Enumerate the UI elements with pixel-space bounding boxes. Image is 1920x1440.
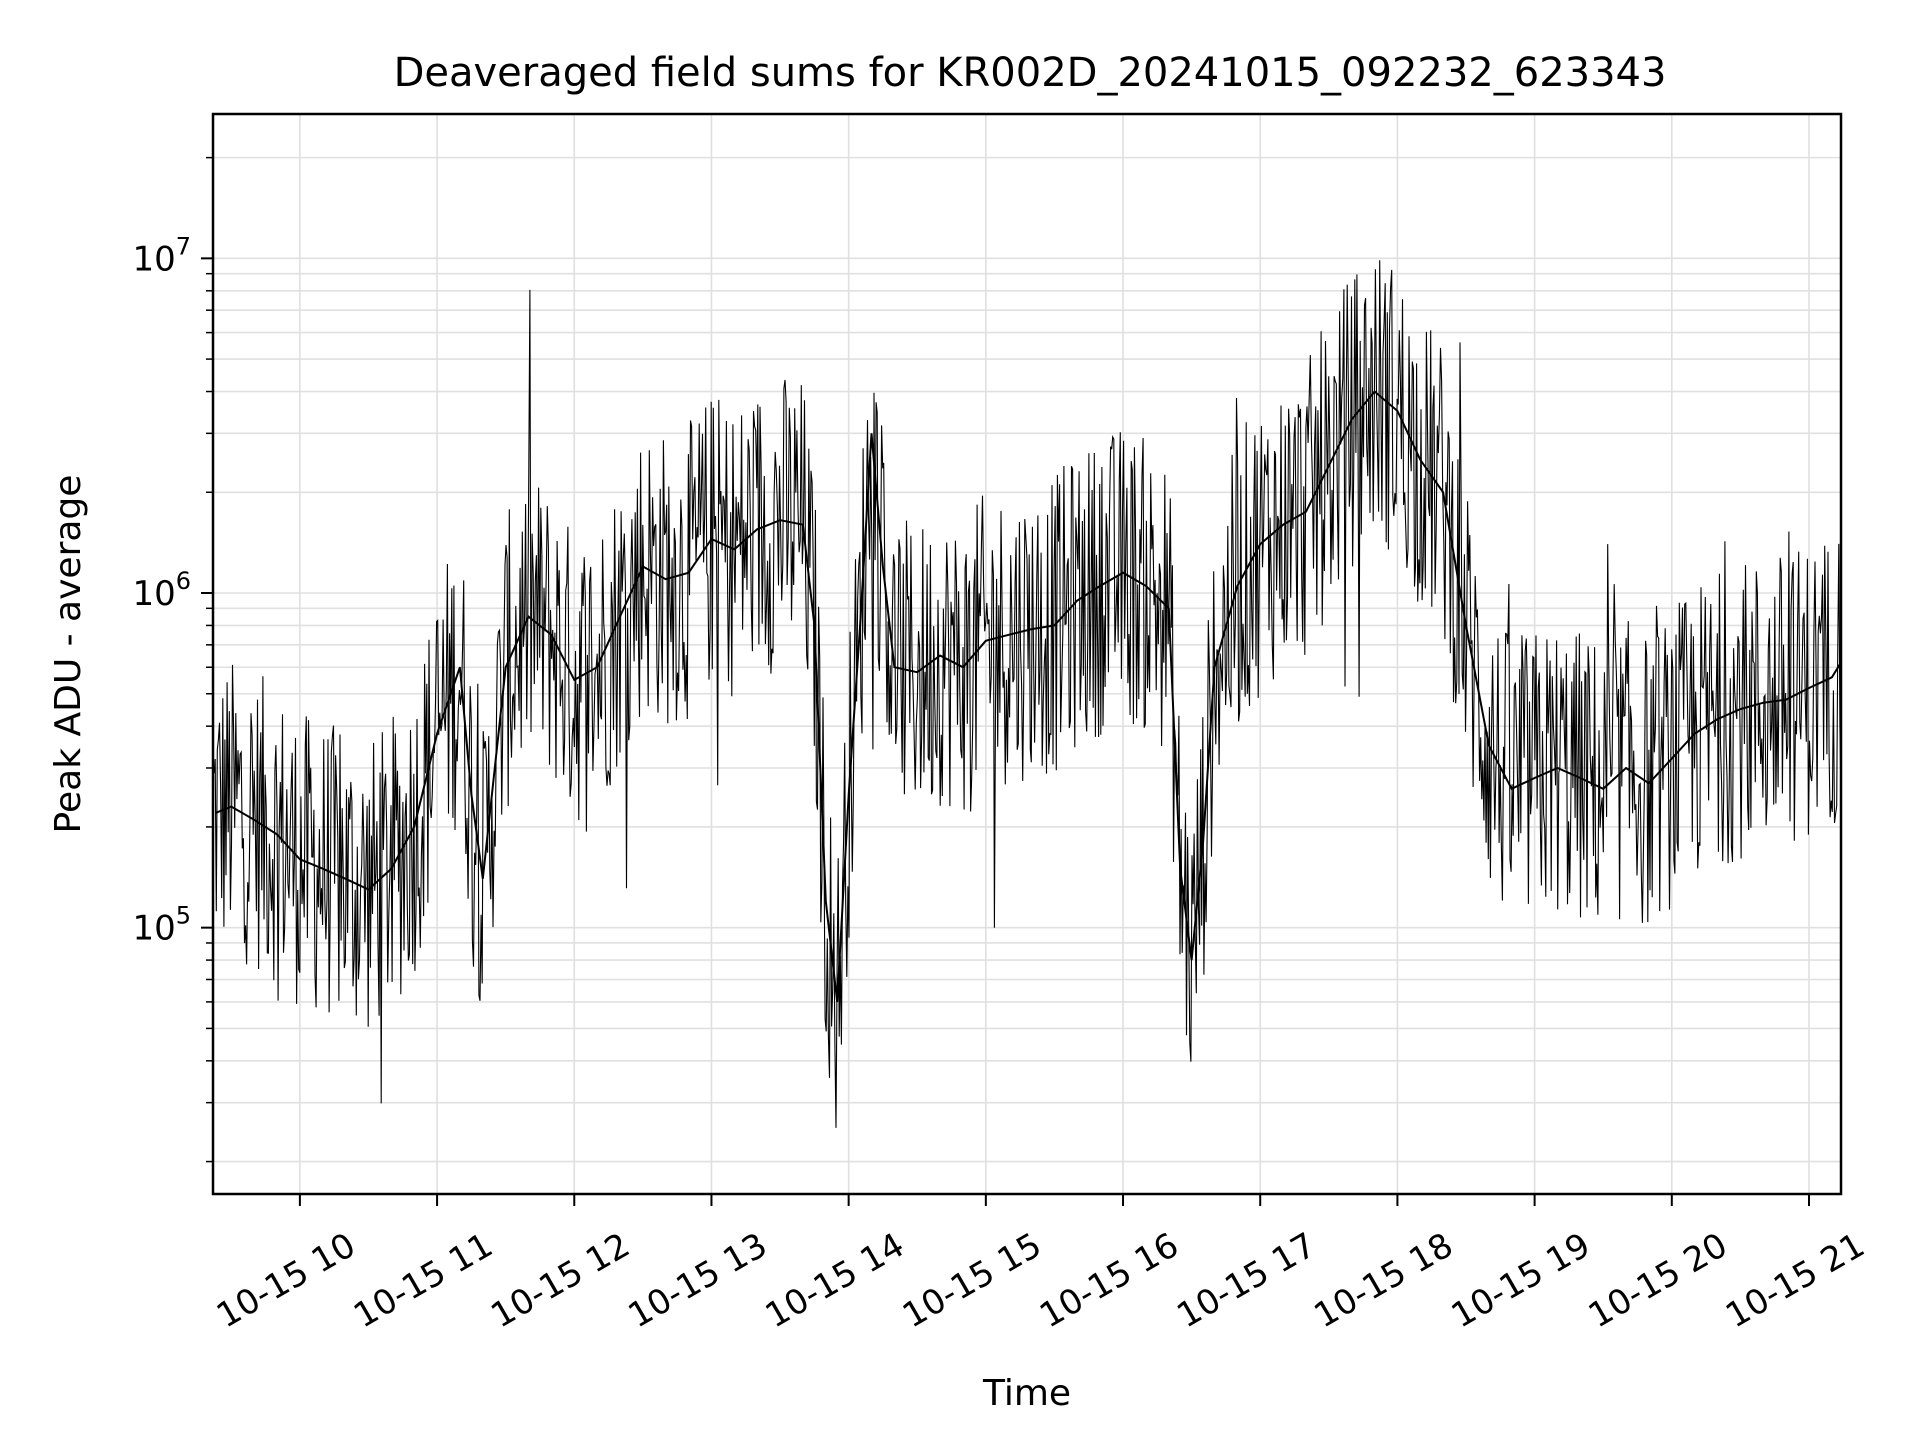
grid-lines [213, 114, 1841, 1194]
y-axis-label: Peak ADU - average [48, 475, 89, 834]
x-axis-label: Time [982, 1373, 1071, 1414]
chart-title: Deaveraged field sums for KR002D_2024101… [394, 50, 1667, 96]
y-tick-label: 107 [132, 232, 191, 279]
y-axis: 105 106 107 [132, 156, 213, 1163]
series-noise-band [212, 260, 1842, 1128]
series-line [214, 390, 1842, 1003]
y-tick-label: 106 [132, 567, 191, 614]
y-tick-label: 105 [132, 902, 191, 949]
series-group [214, 390, 1842, 1003]
series-noise-line [212, 260, 1842, 1128]
plot-frame [211, 112, 1843, 1196]
